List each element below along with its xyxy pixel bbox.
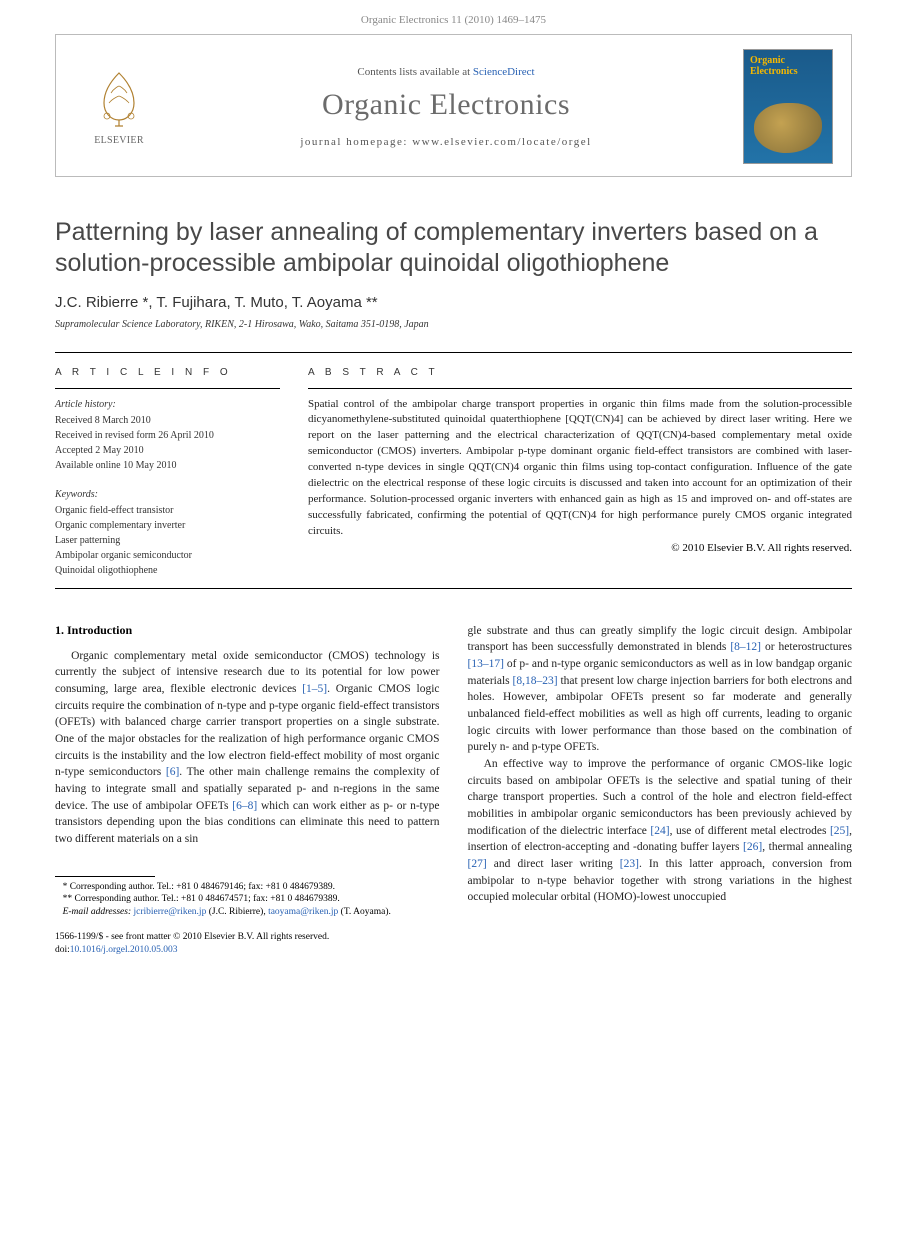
footnotes-block: * Corresponding author. Tel.: +81 0 4846… (55, 876, 440, 919)
banner-center: Contents lists available at ScienceDirec… (164, 66, 728, 148)
ref-1-5[interactable]: [1–5] (302, 683, 327, 695)
ref-23[interactable]: [23] (620, 858, 639, 870)
abstract-text: Spatial control of the ambipolar charge … (308, 397, 852, 540)
keyword-5: Quinoidal oligothiophene (55, 563, 280, 578)
history-accepted: Accepted 2 May 2010 (55, 443, 280, 458)
homepage-prefix: journal homepage: (300, 136, 412, 148)
p2-seg-b: or heterostructures (761, 641, 852, 653)
ref-8-18-23[interactable]: [8,18–23] (513, 675, 558, 687)
journal-homepage-line: journal homepage: www.elsevier.com/locat… (174, 136, 718, 148)
paragraph-1-cont: gle substrate and thus can greatly simpl… (468, 623, 853, 756)
footnote-1: * Corresponding author. Tel.: +81 0 4846… (55, 881, 440, 894)
front-matter-line: 1566-1199/$ - see front matter © 2010 El… (55, 931, 440, 944)
ref-25[interactable]: [25] (830, 825, 849, 837)
elsevier-label: ELSEVIER (74, 135, 164, 146)
history-received: Received 8 March 2010 (55, 413, 280, 428)
footnote-emails: E-mail addresses: jcribierre@riken.jp (J… (55, 906, 440, 919)
section-1-heading: 1. Introduction (55, 623, 440, 638)
p3-seg-b: , use of different metal electrodes (670, 825, 830, 837)
doi-line: doi:10.1016/j.orgel.2010.05.003 (55, 944, 440, 957)
ref-24[interactable]: [24] (650, 825, 669, 837)
keyword-2: Organic complementary inverter (55, 518, 280, 533)
elsevier-tree-icon (89, 68, 149, 128)
p3-seg-e: and direct laser writing (487, 858, 620, 870)
ref-8-12[interactable]: [8–12] (730, 641, 761, 653)
p3-seg-d: , thermal annealing (762, 841, 852, 853)
paragraph-2: An effective way to improve the performa… (468, 756, 853, 906)
ref-13-17[interactable]: [13–17] (468, 658, 504, 670)
paragraph-1: Organic complementary metal oxide semico… (55, 648, 440, 848)
history-online: Available online 10 May 2010 (55, 458, 280, 473)
ref-6[interactable]: [6] (166, 766, 179, 778)
journal-banner: ELSEVIER Contents lists available at Sci… (55, 34, 852, 177)
p1-seg-b: . Organic CMOS logic circuits require th… (55, 683, 440, 778)
history-head: Article history: (55, 397, 280, 412)
body-columns: 1. Introduction Organic complementary me… (55, 623, 852, 977)
copyright-line: © 2010 Elsevier B.V. All rights reserved… (308, 542, 852, 554)
keyword-3: Laser patterning (55, 533, 280, 548)
abstract-column: A B S T R A C T Spatial control of the a… (308, 367, 852, 578)
journal-name: Organic Electronics (174, 88, 718, 122)
history-revised: Received in revised form 26 April 2010 (55, 428, 280, 443)
doi-block: 1566-1199/$ - see front matter © 2010 El… (55, 931, 440, 957)
authors-line: J.C. Ribierre *, T. Fujihara, T. Muto, T… (55, 294, 852, 311)
cover-art-icon (754, 103, 822, 153)
article-info-column: A R T I C L E I N F O Article history: R… (55, 367, 280, 578)
article-info-head: A R T I C L E I N F O (55, 367, 280, 378)
body-column-right: gle substrate and thus can greatly simpl… (468, 623, 853, 977)
running-header: Organic Electronics 11 (2010) 1469–1475 (0, 0, 907, 34)
homepage-url: www.elsevier.com/locate/orgel (412, 136, 591, 148)
doi-link[interactable]: 10.1016/j.orgel.2010.05.003 (70, 945, 178, 955)
keywords-block: Keywords: Organic field-effect transisto… (55, 487, 280, 578)
email-2-who: (T. Aoyama). (338, 907, 391, 917)
article-front-matter: Patterning by laser annealing of complem… (55, 217, 852, 578)
contents-available-line: Contents lists available at ScienceDirec… (174, 66, 718, 78)
doi-prefix: doi: (55, 945, 70, 955)
email-1-link[interactable]: jcribierre@riken.jp (133, 907, 206, 917)
journal-cover-thumb: Organic Electronics (743, 49, 833, 164)
keywords-head: Keywords: (55, 487, 280, 502)
abstract-rule (308, 388, 852, 389)
keyword-1: Organic field-effect transistor (55, 503, 280, 518)
sciencedirect-link[interactable]: ScienceDirect (473, 66, 535, 78)
article-title: Patterning by laser annealing of complem… (55, 217, 852, 280)
email-label: E-mail addresses: (63, 907, 134, 917)
footnote-rule (55, 876, 155, 877)
front-matter-bottom-rule (55, 588, 852, 589)
email-1-who: (J.C. Ribierre), (206, 907, 268, 917)
abstract-head: A B S T R A C T (308, 367, 852, 378)
info-rule (55, 388, 280, 389)
publisher-logo-block: ELSEVIER (74, 68, 164, 146)
article-history-block: Article history: Received 8 March 2010 R… (55, 397, 280, 473)
cover-title: Organic Electronics (750, 55, 826, 77)
ref-27[interactable]: [27] (468, 858, 487, 870)
email-2-link[interactable]: taoyama@riken.jp (268, 907, 338, 917)
footnote-2: ** Corresponding author. Tel.: +81 0 484… (55, 893, 440, 906)
ref-26[interactable]: [26] (743, 841, 762, 853)
info-abstract-row: A R T I C L E I N F O Article history: R… (55, 352, 852, 578)
banner-right: Organic Electronics (728, 49, 833, 164)
keyword-4: Ambipolar organic semiconductor (55, 548, 280, 563)
ref-6-8[interactable]: [6–8] (232, 800, 257, 812)
body-column-left: 1. Introduction Organic complementary me… (55, 623, 440, 977)
contents-prefix: Contents lists available at (357, 66, 472, 78)
affiliation-line: Supramolecular Science Laboratory, RIKEN… (55, 319, 852, 330)
